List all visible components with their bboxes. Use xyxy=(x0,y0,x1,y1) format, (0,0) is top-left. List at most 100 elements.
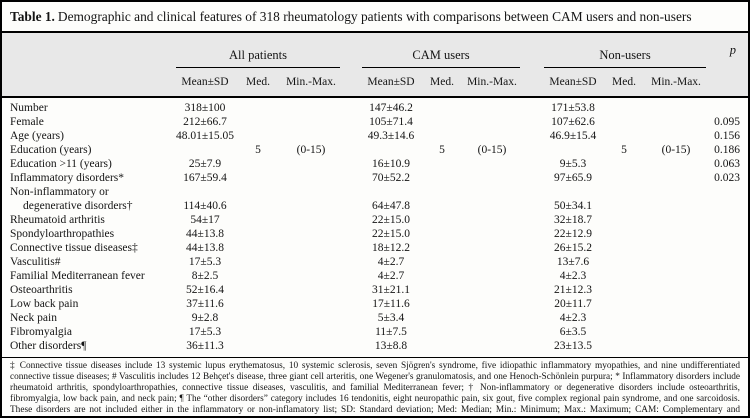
p-value xyxy=(714,241,742,255)
all-med-value xyxy=(234,269,282,283)
cam-med-value xyxy=(420,311,464,325)
cam-min-max-value xyxy=(464,101,520,115)
all-mean-sd-value xyxy=(176,143,234,157)
spacer-cell xyxy=(520,157,544,171)
p-value: 0.156 xyxy=(714,130,740,142)
non-min-max-value xyxy=(646,339,706,353)
cam-med-value xyxy=(420,339,464,353)
subheader-cam-mean-sd: Mean±SD xyxy=(367,76,415,88)
cam-med-value xyxy=(420,129,464,143)
table-footnote: ‡ Connective tissue diseases include 13 … xyxy=(2,357,748,416)
subheader-non-min-max: Min.-Max. xyxy=(651,76,701,88)
all-mean-sd-value: 54±17 xyxy=(190,214,220,226)
cam-min-max-value xyxy=(464,185,520,213)
cam-mean-sd-value: 13±8.8 xyxy=(374,340,408,352)
group-header-row: All patients CAM users Non-users p xyxy=(8,33,742,68)
row-label: Education (years) xyxy=(10,144,92,156)
non-min-max-value xyxy=(646,227,706,241)
table-row: Fibromyalgia 17±5.3 11±7.5 6±3.5 xyxy=(8,325,742,339)
non-min-max-value xyxy=(646,325,706,339)
subheader-non-med: Med. xyxy=(612,76,636,88)
spacer-cell xyxy=(520,115,544,129)
non-min-max-value xyxy=(646,255,706,269)
spacer-cell xyxy=(520,283,544,297)
spacer-cell xyxy=(168,143,176,157)
row-label: Osteoarthritis xyxy=(10,284,73,296)
p-value xyxy=(714,269,742,283)
spacer-cell xyxy=(340,255,362,269)
non-med-value xyxy=(602,325,646,339)
cam-med-value xyxy=(420,297,464,311)
non-min-max-value xyxy=(646,283,706,297)
spacer-cell xyxy=(706,241,714,255)
cam-med-value xyxy=(420,255,464,269)
cam-min-max-value xyxy=(464,339,520,353)
spacer-cell xyxy=(706,68,714,97)
non-med-value xyxy=(602,115,646,129)
non-min-max-value xyxy=(646,171,706,185)
spacer-cell xyxy=(168,129,176,143)
spacer-cell xyxy=(520,143,544,157)
table-caption: Demographic and clinical features of 318… xyxy=(57,9,692,24)
table-row: Female 212±66.7 105±71.4 107±62.6 0.095 xyxy=(8,115,742,129)
all-med-value xyxy=(234,129,282,143)
spacer-cell xyxy=(520,339,544,353)
row-label: Inflammatory disorders* xyxy=(10,172,125,184)
spacer-cell xyxy=(168,101,176,115)
cam-min-max-value xyxy=(464,325,520,339)
spacer-cell xyxy=(706,129,714,143)
spacer-cell xyxy=(520,185,544,213)
non-mean-sd-value: 32±18.7 xyxy=(554,214,592,226)
non-min-max-value xyxy=(646,185,706,213)
non-min-max-value xyxy=(646,269,706,283)
all-med-value xyxy=(234,101,282,115)
all-med-value xyxy=(234,213,282,227)
row-label: Number xyxy=(10,102,48,114)
spacer-cell xyxy=(340,227,362,241)
spacer-cell xyxy=(706,311,714,325)
all-mean-sd-value: 25±7.9 xyxy=(188,158,222,170)
all-mean-sd-value: 52±16.4 xyxy=(186,284,224,296)
cam-med-value xyxy=(420,185,464,213)
non-mean-sd-value: 50±34.1 xyxy=(554,200,592,212)
non-min-max-value xyxy=(646,115,706,129)
spacer-cell xyxy=(340,297,362,311)
cam-med-value xyxy=(420,269,464,283)
non-med-value xyxy=(602,241,646,255)
all-min-max-value xyxy=(282,297,340,311)
non-min-max-value xyxy=(646,101,706,115)
all-mean-sd-value: 17±5.3 xyxy=(188,326,222,338)
cam-mean-sd-value: 105±71.4 xyxy=(369,116,413,128)
p-value: 0.063 xyxy=(714,158,740,170)
cam-min-max-value xyxy=(464,269,520,283)
spacer-cell xyxy=(706,339,714,353)
spacer-cell xyxy=(168,157,176,171)
p-value xyxy=(714,255,742,269)
spacer-cell xyxy=(168,115,176,129)
all-med-value xyxy=(234,311,282,325)
spacer-cell xyxy=(168,325,176,339)
row-label: Fibromyalgia xyxy=(10,326,72,338)
all-med-value xyxy=(234,325,282,339)
non-mean-sd-value xyxy=(544,143,602,157)
cam-mean-sd-value: 16±10.9 xyxy=(372,158,410,170)
cam-min-max-value xyxy=(464,129,520,143)
cam-med-value xyxy=(420,283,464,297)
non-med-value xyxy=(602,157,646,171)
row-label: Rheumatoid arthritis xyxy=(10,214,105,226)
all-med-value xyxy=(234,241,282,255)
spacer-cell xyxy=(706,143,714,157)
spacer-cell xyxy=(168,227,176,241)
table-row: Familial Mediterranean fever 8±2.5 4±2.7 4±… xyxy=(8,269,742,283)
table-row: Age (years) 48.01±15.05 49.3±14.6 46.9±15.4… xyxy=(8,129,742,143)
p-value: 0.095 xyxy=(714,116,740,128)
cam-mean-sd-value: 49.3±14.6 xyxy=(367,130,415,142)
all-med-value xyxy=(234,171,282,185)
spacer-cell xyxy=(168,283,176,297)
subheader-cam-med: Med. xyxy=(430,76,454,88)
all-min-max-value xyxy=(282,339,340,353)
spacer-cell xyxy=(520,171,544,185)
row-label: Neck pain xyxy=(10,312,57,324)
table-row: Number 318±100 147±46.2 171±53.8 xyxy=(8,101,742,115)
spacer-cell xyxy=(168,241,176,255)
